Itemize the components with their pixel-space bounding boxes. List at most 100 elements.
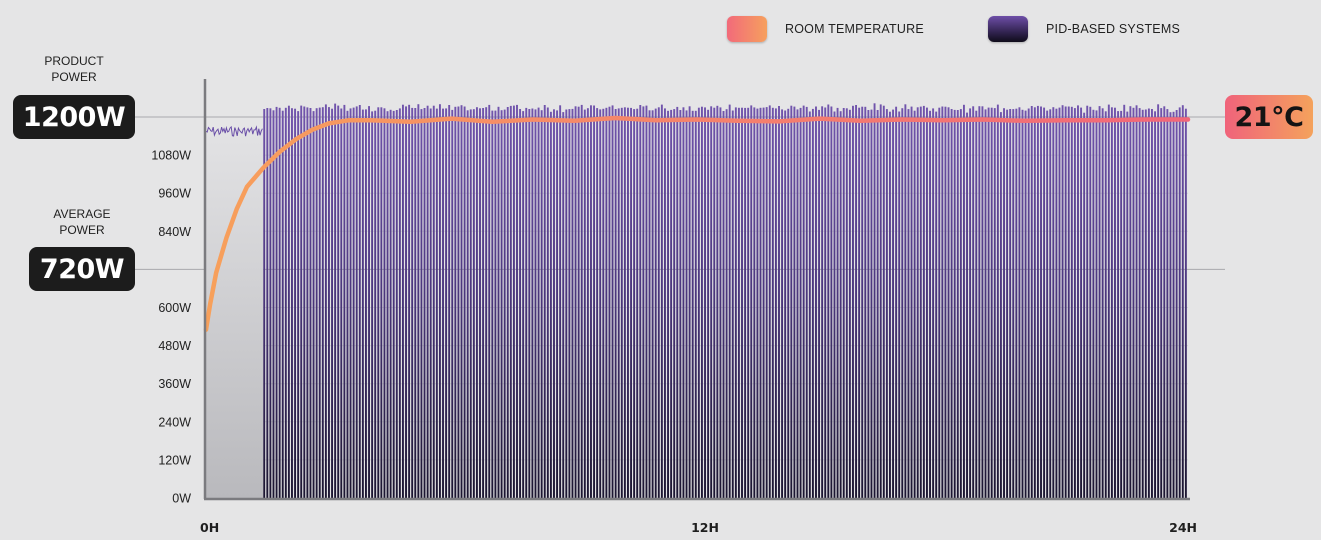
pid-pulse-109 [599, 109, 602, 499]
pid-pulse-277 [1117, 111, 1120, 498]
pid-pulse-274 [1107, 104, 1110, 498]
pid-pulse-26 [343, 104, 346, 499]
pid-pulse-108 [596, 108, 599, 498]
pid-pulse-144 [707, 109, 710, 499]
pid-pulse-177 [808, 111, 811, 498]
pid-pulse-147 [716, 105, 719, 499]
pid-pulse-214 [922, 105, 925, 499]
pid-pulse-238 [996, 104, 999, 498]
pid-pulse-76 [497, 106, 500, 499]
pid-pulse-143 [704, 107, 706, 499]
pid-pulse-104 [583, 109, 586, 498]
pid-pulse-217 [932, 108, 935, 499]
pid-pulse-182 [824, 107, 827, 498]
pid-pulse-58 [442, 108, 444, 498]
pid-pulse-141 [697, 107, 700, 498]
pid-pulse-59 [445, 108, 448, 499]
pid-warmup-trace [205, 125, 263, 137]
pid-pulse-46 [405, 106, 407, 499]
pid-pulse-91 [543, 105, 546, 498]
pid-pulse-196 [867, 110, 870, 498]
pid-pulse-139 [691, 110, 694, 499]
pid-pulse-61 [451, 109, 454, 499]
pid-pulse-185 [833, 111, 836, 498]
average-power-label: AVERAGE POWER [12, 206, 152, 238]
y-tick-label-5: 600W [158, 301, 191, 315]
pid-pulse-95 [556, 110, 559, 499]
pid-pulse-8 [287, 105, 290, 498]
pid-pulse-295 [1172, 111, 1175, 499]
y-tick-label-1: 120W [158, 453, 191, 467]
pid-pulse-280 [1126, 111, 1129, 498]
pid-pulse-49 [414, 108, 417, 498]
pid-pulse-290 [1157, 104, 1160, 499]
pid-pulse-94 [553, 109, 555, 499]
pid-pulse-268 [1089, 106, 1092, 499]
pid-pulse-96 [559, 105, 562, 499]
pid-pulse-35 [371, 111, 374, 499]
pid-pulse-125 [648, 110, 651, 499]
pid-pulse-2 [269, 108, 272, 499]
pid-pulse-56 [435, 108, 438, 498]
pid-pulse-218 [935, 111, 938, 498]
pid-pulse-118 [627, 107, 629, 498]
pid-pulse-36 [374, 110, 377, 498]
pid-pulse-163 [765, 107, 768, 498]
pid-pulse-55 [432, 105, 435, 498]
pid-pulse-135 [679, 110, 682, 498]
pid-pulse-72 [485, 107, 488, 498]
pid-pulse-223 [950, 109, 953, 498]
pid-pulse-178 [811, 108, 814, 499]
pid-pulse-266 [1083, 112, 1086, 498]
pid-pulse-180 [818, 109, 821, 499]
pid-pulse-188 [842, 108, 845, 498]
pid-pulse-219 [938, 107, 941, 498]
pid-pulse-226 [959, 109, 962, 498]
pid-pulse-29 [352, 107, 355, 498]
y-tick-label-2: 240W [158, 415, 191, 429]
pid-pulse-264 [1077, 105, 1079, 499]
pid-pulse-78 [503, 109, 506, 498]
pid-pulse-102 [577, 106, 580, 498]
pid-pulse-19 [321, 107, 324, 498]
pid-pulse-9 [291, 108, 293, 498]
x-tick-label-2: 24H [1169, 520, 1197, 535]
pid-pulse-123 [642, 106, 645, 499]
pid-pulse-134 [676, 106, 679, 499]
pid-pulse-283 [1135, 105, 1138, 499]
pid-pulse-138 [688, 106, 691, 499]
pid-pulse-37 [377, 107, 380, 499]
pid-pulse-256 [1052, 107, 1055, 498]
pid-pulse-227 [962, 104, 965, 499]
pid-pulse-255 [1049, 109, 1052, 499]
pid-pulse-50 [417, 104, 420, 498]
pid-pulse-79 [506, 107, 509, 498]
pid-pulse-137 [685, 110, 688, 499]
y-tick-label-3: 360W [158, 377, 191, 391]
pid-pulse-246 [1021, 109, 1024, 499]
pid-pulse-162 [762, 107, 765, 498]
pid-pulse-68 [472, 109, 475, 498]
pid-pulse-230 [972, 106, 975, 499]
pid-pulse-205 [895, 106, 898, 498]
pid-pulse-6 [281, 110, 284, 498]
pid-pulse-131 [667, 110, 669, 499]
pid-pulse-12 [300, 105, 303, 498]
pid-pulse-244 [1015, 108, 1018, 498]
pid-pulse-99 [568, 109, 571, 498]
pid-pulse-111 [605, 107, 608, 499]
pid-pulse-275 [1110, 107, 1113, 499]
pid-pulse-271 [1098, 106, 1101, 498]
pid-pulse-62 [454, 106, 457, 499]
pid-pulse-69 [475, 107, 478, 498]
pid-pulse-192 [855, 105, 858, 498]
pid-pulse-84 [522, 111, 525, 498]
pid-pulse-67 [469, 109, 472, 499]
pid-pulse-103 [580, 104, 583, 499]
pid-pulse-251 [1036, 105, 1039, 499]
pid-pulse-236 [990, 107, 993, 498]
pid-pulse-42 [392, 110, 395, 499]
pid-pulse-93 [549, 111, 552, 499]
pid-pulse-87 [531, 108, 534, 498]
